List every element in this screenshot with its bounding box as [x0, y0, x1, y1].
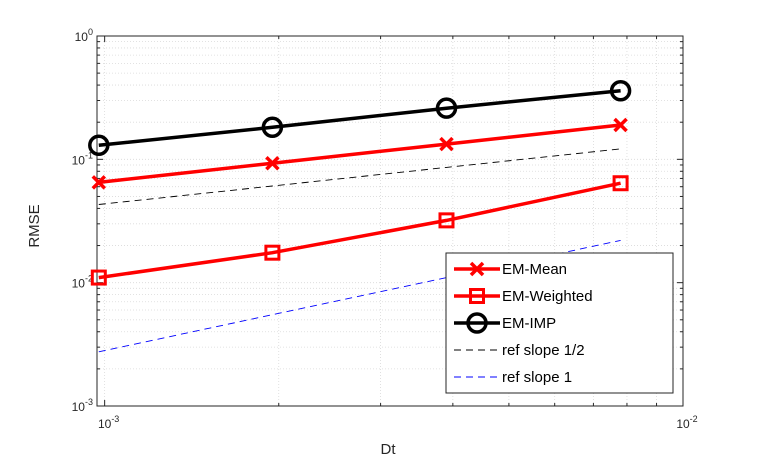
y-tick-label-exp: -3: [85, 397, 93, 407]
legend-label-2: EM-IMP: [502, 315, 556, 332]
x-tick-label: 10-2: [676, 414, 697, 431]
legend-label-4: ref slope 1: [502, 369, 572, 386]
legend-marker-2: [466, 312, 488, 334]
x-axis-label: Dt: [381, 441, 397, 458]
legend-label-3: ref slope 1/2: [502, 342, 585, 359]
series-line-3: [98, 148, 621, 205]
series-2-point: [261, 116, 284, 139]
y-tick-label-base: 10: [75, 30, 89, 44]
series-0-point: [613, 117, 628, 133]
y-tick-label: 10-3: [72, 397, 93, 414]
x-tick-label-exp: -2: [690, 414, 698, 424]
y-axis-label: RMSE: [26, 204, 43, 247]
series-1-point: [264, 244, 281, 261]
x-tick-label: 10-3: [98, 414, 119, 431]
series-0-point: [439, 136, 454, 152]
y-tick-label-exp: -1: [85, 150, 93, 160]
series-2-point: [435, 97, 458, 119]
series-0-point: [265, 155, 280, 171]
y-tick-label: 10-2: [72, 274, 93, 291]
series-1-point: [612, 175, 629, 192]
series-2-point: [88, 134, 110, 157]
series-2-point: [609, 79, 632, 102]
x-tick-label-base: 10: [98, 417, 112, 431]
series-line-1: [98, 181, 621, 280]
legend-marker-0: [469, 261, 485, 277]
series-line-0: [98, 123, 621, 185]
series-1-point: [438, 212, 455, 229]
y-tick-label-base: 10: [72, 400, 86, 414]
y-tick-label: 100: [75, 27, 93, 44]
y-tick-label-base: 10: [72, 277, 86, 291]
plot-area: [96, 35, 684, 407]
y-tick-label-base: 10: [72, 153, 86, 167]
legend-label-0: EM-Mean: [502, 261, 567, 278]
y-tick-label: 10-1: [72, 150, 93, 167]
series-line-2: [98, 88, 621, 148]
legend-label-1: EM-Weighted: [502, 288, 593, 305]
series-1-point: [90, 269, 107, 286]
y-tick-label-exp: 0: [88, 27, 93, 37]
y-tick-label-exp: -2: [85, 274, 93, 284]
legend: EM-Mean EM-Weighted EM-IMP ref slope 1/2 ref…: [445, 252, 674, 394]
series-0-point: [91, 175, 107, 190]
x-tick-label-exp: -3: [111, 414, 119, 424]
legend-marker-1: [469, 288, 485, 304]
x-tick-label-base: 10: [676, 417, 690, 431]
